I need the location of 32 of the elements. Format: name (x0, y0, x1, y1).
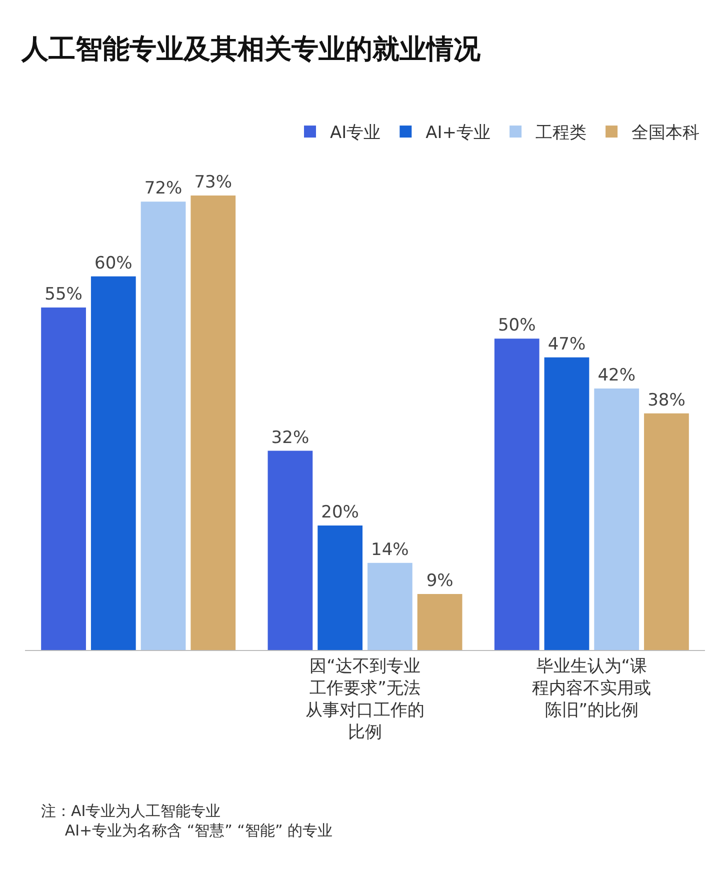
bar (644, 413, 689, 650)
bar (41, 308, 86, 650)
data-label: 72% (144, 178, 182, 199)
bar (140, 202, 186, 650)
legend-label: AI专业 (330, 123, 381, 144)
data-label: 32% (271, 428, 310, 448)
data-label: 14% (371, 540, 409, 560)
bar (417, 594, 462, 650)
data-label: 47% (548, 334, 586, 354)
x-tick-label: 毕业生认为“课程内容不实用或陈旧”的比例 (532, 656, 652, 721)
bar (544, 357, 590, 650)
data-label: 73% (194, 172, 232, 192)
text: 注：AI专业为人工智能专业 AI+专业为名称含 “智慧” “智能” 的专业 (41, 802, 332, 840)
bar (268, 450, 313, 650)
legend-label: 工程类 (536, 123, 587, 144)
bar (318, 525, 363, 650)
legend-label: 全国本科 (632, 123, 700, 144)
data-label: 50% (498, 316, 536, 336)
data-label: 42% (598, 365, 636, 386)
bar (367, 562, 412, 650)
data-label: 60% (94, 253, 132, 274)
bar (594, 388, 640, 650)
bar (494, 338, 540, 650)
bar (190, 195, 236, 650)
data-label: 55% (44, 284, 82, 305)
legend-label: AI+专业 (426, 123, 491, 144)
data-label: 20% (321, 502, 359, 522)
data-label: 38% (648, 390, 686, 410)
bar (90, 276, 136, 650)
x-tick-label: 因“达不到专业工作要求”无法从事对口工作的比例 (306, 656, 424, 743)
chart-title: 人工智能专业及其相关专业的就业情况 (20, 34, 482, 66)
data-label: 9% (426, 570, 454, 591)
